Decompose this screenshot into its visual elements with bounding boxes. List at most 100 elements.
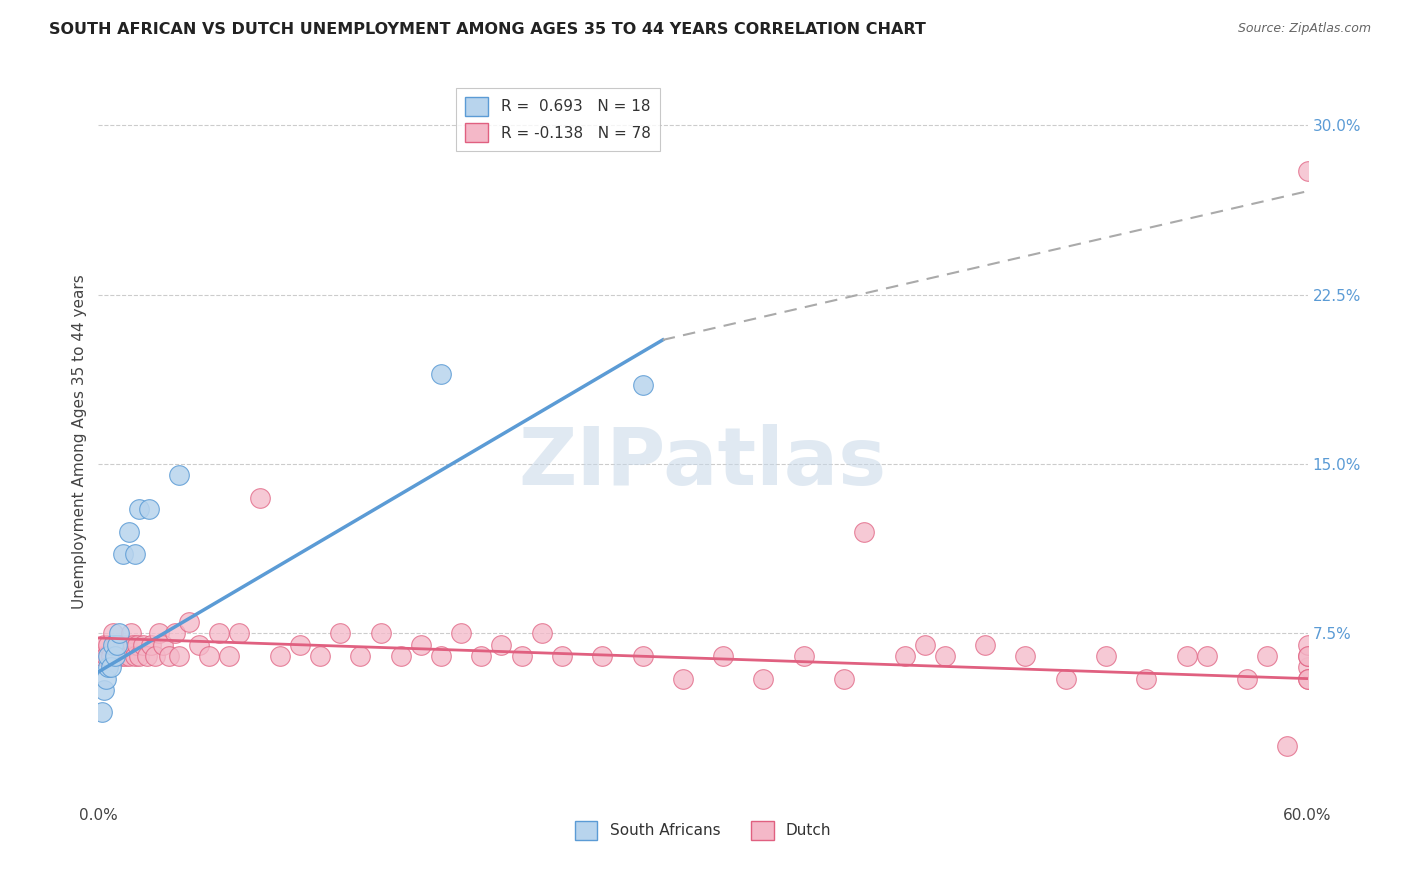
Point <box>349 648 371 663</box>
Point <box>1095 648 1118 663</box>
Point <box>711 648 734 663</box>
Point <box>470 648 492 663</box>
Point <box>309 648 332 663</box>
Point <box>118 648 141 663</box>
Point <box>152 638 174 652</box>
Point <box>135 648 157 663</box>
Point <box>198 648 221 663</box>
Point <box>138 502 160 516</box>
Point <box>118 524 141 539</box>
Point <box>631 378 654 392</box>
Point <box>110 648 132 663</box>
Point <box>914 638 936 652</box>
Text: ZIPatlas: ZIPatlas <box>519 425 887 502</box>
Point <box>115 638 138 652</box>
Point <box>793 648 815 663</box>
Point <box>329 626 352 640</box>
Point <box>1296 638 1319 652</box>
Point <box>100 648 122 663</box>
Point <box>93 638 115 652</box>
Text: Source: ZipAtlas.com: Source: ZipAtlas.com <box>1237 22 1371 36</box>
Point <box>1014 648 1036 663</box>
Point <box>91 706 114 720</box>
Point <box>128 648 150 663</box>
Point <box>551 648 574 663</box>
Point <box>1277 739 1299 754</box>
Point <box>91 648 114 663</box>
Point <box>832 672 855 686</box>
Point <box>1296 648 1319 663</box>
Point <box>631 648 654 663</box>
Point <box>430 367 453 381</box>
Point <box>114 648 136 663</box>
Point <box>96 648 118 663</box>
Point <box>893 648 915 663</box>
Point <box>591 648 613 663</box>
Y-axis label: Unemployment Among Ages 35 to 44 years: Unemployment Among Ages 35 to 44 years <box>72 274 87 609</box>
Point <box>430 648 453 663</box>
Point <box>139 638 162 652</box>
Point <box>128 502 150 516</box>
Point <box>1256 648 1278 663</box>
Point <box>228 626 250 640</box>
Point <box>370 626 392 640</box>
Point <box>101 638 124 652</box>
Point <box>409 638 432 652</box>
Point <box>107 638 129 652</box>
Point <box>111 548 134 562</box>
Point <box>530 626 553 640</box>
Point <box>491 638 513 652</box>
Point <box>101 626 124 640</box>
Point <box>97 660 120 674</box>
Point <box>208 626 231 640</box>
Point <box>100 660 122 674</box>
Point <box>752 672 775 686</box>
Point <box>1296 672 1319 686</box>
Point <box>167 648 190 663</box>
Text: SOUTH AFRICAN VS DUTCH UNEMPLOYMENT AMONG AGES 35 TO 44 YEARS CORRELATION CHART: SOUTH AFRICAN VS DUTCH UNEMPLOYMENT AMON… <box>49 22 927 37</box>
Point <box>218 648 240 663</box>
Point <box>105 648 128 663</box>
Point <box>124 648 146 663</box>
Point <box>121 638 143 652</box>
Point <box>1175 648 1198 663</box>
Point <box>1236 672 1258 686</box>
Point <box>1296 163 1319 178</box>
Point <box>124 548 146 562</box>
Point <box>148 626 170 640</box>
Point <box>450 626 472 640</box>
Point <box>1195 648 1218 663</box>
Point <box>188 638 211 652</box>
Point <box>163 626 186 640</box>
Point <box>157 648 180 663</box>
Point <box>288 638 311 652</box>
Point <box>125 638 148 652</box>
Point <box>143 648 166 663</box>
Point <box>96 672 118 686</box>
Point <box>249 491 271 505</box>
Point <box>510 648 533 663</box>
Point <box>179 615 201 630</box>
Point <box>132 638 155 652</box>
Point <box>93 682 115 697</box>
Point <box>269 648 291 663</box>
Point <box>111 638 134 652</box>
Point <box>103 638 125 652</box>
Point <box>97 648 120 663</box>
Point <box>853 524 876 539</box>
Point <box>120 626 142 640</box>
Point <box>167 468 190 483</box>
Point <box>103 648 125 663</box>
Legend: South Africans, Dutch: South Africans, Dutch <box>568 815 838 846</box>
Point <box>105 638 128 652</box>
Point <box>1054 672 1077 686</box>
Point <box>672 672 695 686</box>
Point <box>107 626 129 640</box>
Point <box>1296 672 1319 686</box>
Point <box>974 638 997 652</box>
Point <box>389 648 412 663</box>
Point <box>1296 660 1319 674</box>
Point <box>1296 648 1319 663</box>
Point <box>934 648 956 663</box>
Point <box>1135 672 1157 686</box>
